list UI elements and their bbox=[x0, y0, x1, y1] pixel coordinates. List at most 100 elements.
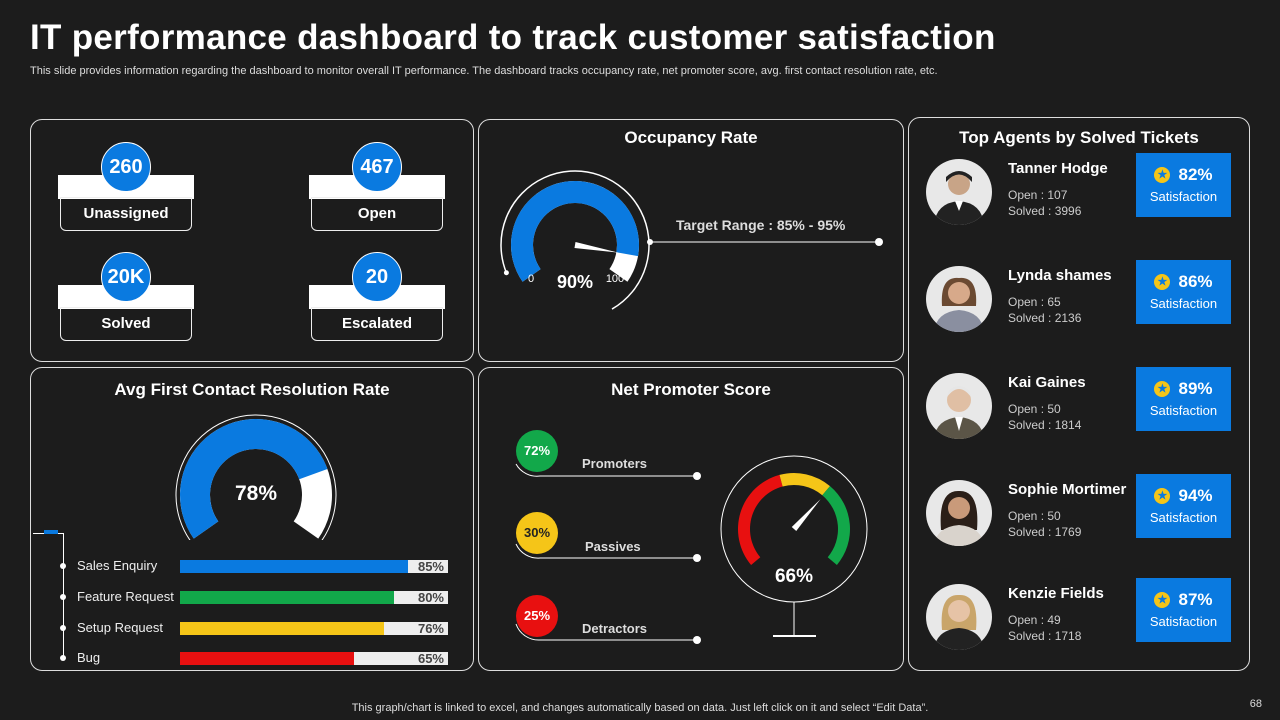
person-icon bbox=[934, 490, 984, 546]
agent-solved: Solved : 3996 bbox=[1008, 204, 1082, 218]
satisfaction-badge: ★ 86% Satisfaction bbox=[1136, 260, 1231, 324]
frc-title: Avg First Contact Resolution Rate bbox=[114, 380, 390, 399]
star-icon: ★ bbox=[1154, 274, 1171, 290]
satisfaction-pct: 82% bbox=[1178, 165, 1213, 184]
frc-bar-track: 76% bbox=[180, 621, 448, 636]
star-icon: ★ bbox=[1154, 381, 1171, 397]
frc-row-pct: 80% bbox=[417, 590, 444, 605]
nps-value: 66% bbox=[775, 566, 813, 587]
detractors-connector bbox=[515, 623, 697, 641]
avatar bbox=[926, 266, 992, 332]
nps-gauge: 66% bbox=[720, 455, 868, 637]
stat-escalated[interactable]: Escalated 20 bbox=[309, 252, 445, 341]
agent-card[interactable]: Lynda shames Open : 65 Solved : 2136 ★ 86… bbox=[926, 260, 1236, 336]
satisfaction-label: Satisfaction bbox=[1149, 403, 1218, 418]
agent-name: Lynda shames bbox=[1008, 267, 1112, 284]
agent-card[interactable]: Kai Gaines Open : 50 Solved : 1814 ★ 89% … bbox=[926, 367, 1236, 443]
satisfaction-pct: 89% bbox=[1178, 379, 1213, 398]
frc-row-bug: Bug 65% bbox=[77, 650, 449, 668]
passives-value: 30% bbox=[516, 512, 558, 554]
passives-label: Passives bbox=[585, 539, 641, 554]
frc-bar-fill bbox=[180, 560, 408, 573]
agent-solved: Solved : 1814 bbox=[1008, 418, 1082, 432]
satisfaction-badge: ★ 87% Satisfaction bbox=[1136, 578, 1231, 642]
agent-card[interactable]: Sophie Mortimer Open : 50 Solved : 1769 … bbox=[926, 474, 1236, 550]
occupancy-max-label: 100 bbox=[606, 273, 624, 285]
ticket-stats-panel bbox=[30, 119, 474, 362]
occupancy-gauge: 0 100 90% Target Range : 85% - 95% bbox=[500, 170, 883, 310]
avatar bbox=[926, 159, 992, 225]
nps-connectors bbox=[515, 463, 701, 644]
satisfaction-label: Satisfaction bbox=[1149, 510, 1218, 525]
agent-card[interactable]: Kenzie Fields Open : 49 Solved : 1718 ★ 8… bbox=[926, 578, 1236, 654]
satisfaction-label: Satisfaction bbox=[1149, 296, 1218, 311]
stat-unassigned[interactable]: Unassigned 260 bbox=[58, 142, 194, 231]
stat-label: Unassigned bbox=[60, 197, 192, 231]
agent-open: Open : 50 bbox=[1008, 509, 1061, 523]
frc-row-pct: 76% bbox=[417, 621, 444, 636]
person-icon bbox=[934, 171, 984, 225]
promoters-label: Promoters bbox=[582, 456, 648, 471]
agent-name: Kenzie Fields bbox=[1008, 585, 1104, 602]
occupancy-min-label: 0 bbox=[528, 273, 534, 285]
agent-name: Kai Gaines bbox=[1008, 374, 1086, 391]
promoters-connector-dot bbox=[693, 472, 701, 480]
passives-connector bbox=[515, 543, 697, 559]
person-icon bbox=[934, 386, 984, 439]
stat-label: Solved bbox=[60, 307, 192, 341]
frc-row-setup-request: Setup Request 76% bbox=[77, 620, 449, 638]
agent-solved: Solved : 2136 bbox=[1008, 311, 1082, 325]
frc-gauge: 78% bbox=[175, 414, 337, 540]
satisfaction-badge: ★ 94% Satisfaction bbox=[1136, 474, 1231, 538]
agent-card[interactable]: Tanner Hodge Open : 107 Solved : 3996 ★ 8… bbox=[926, 153, 1236, 229]
frc-row-sales-enquiry: Sales Enquiry 85% bbox=[77, 558, 449, 576]
stat-value: 20K bbox=[101, 252, 151, 302]
frc-row-label: Feature Request bbox=[77, 589, 174, 604]
occupancy-value: 90% bbox=[557, 272, 593, 292]
nps-title: Net Promoter Score bbox=[611, 380, 771, 399]
star-icon: ★ bbox=[1154, 592, 1171, 608]
satisfaction-pct-row: ★ 82% bbox=[1136, 165, 1231, 185]
stat-open[interactable]: Open 467 bbox=[309, 142, 445, 231]
frc-value: 78% bbox=[235, 482, 277, 505]
avatar bbox=[926, 373, 992, 439]
satisfaction-label: Satisfaction bbox=[1149, 614, 1218, 629]
satisfaction-badge: ★ 82% Satisfaction bbox=[1136, 153, 1231, 217]
frc-outer-ring bbox=[175, 414, 337, 540]
page-title: IT performance dashboard to track custom… bbox=[30, 18, 996, 57]
stat-label: Open bbox=[311, 197, 443, 231]
frc-row-pct: 85% bbox=[417, 559, 444, 574]
agents-title: Top Agents by Solved Tickets bbox=[959, 128, 1199, 147]
avatar bbox=[926, 584, 992, 650]
detractors-connector-dot bbox=[693, 636, 701, 644]
occupancy-title: Occupancy Rate bbox=[624, 128, 758, 147]
stat-value: 467 bbox=[352, 142, 402, 192]
star-icon: ★ bbox=[1154, 167, 1171, 183]
footer-note: This graph/chart is linked to excel, and… bbox=[351, 702, 929, 714]
satisfaction-pct: 87% bbox=[1178, 590, 1213, 609]
promoters-connector bbox=[515, 463, 697, 477]
frc-dot bbox=[60, 563, 66, 569]
satisfaction-pct-row: ★ 86% bbox=[1136, 272, 1231, 292]
frc-fill bbox=[180, 419, 328, 539]
stat-solved[interactable]: Solved 20K bbox=[58, 252, 194, 341]
person-icon bbox=[934, 277, 984, 332]
stat-value: 260 bbox=[101, 142, 151, 192]
target-line-end-dot bbox=[875, 238, 883, 246]
detractors-value: 25% bbox=[516, 595, 558, 637]
nps-band-red bbox=[738, 474, 783, 565]
passives-connector-dot bbox=[693, 554, 701, 562]
stat-value: 20 bbox=[352, 252, 402, 302]
satisfaction-pct-row: ★ 89% bbox=[1136, 379, 1231, 399]
frc-panel: Avg First Contact Resolution Rate bbox=[30, 367, 474, 671]
frc-bar-fill bbox=[180, 622, 384, 635]
occupancy-outer-ring bbox=[500, 170, 650, 310]
frc-bracket-marker bbox=[44, 530, 58, 534]
frc-dot bbox=[60, 625, 66, 631]
page-subtitle: This slide provides information regardin… bbox=[30, 65, 938, 77]
agent-open: Open : 65 bbox=[1008, 295, 1061, 309]
nps-needle bbox=[791, 499, 821, 531]
frc-dot bbox=[60, 594, 66, 600]
nps-band-green bbox=[822, 486, 850, 565]
agents-panel: Top Agents by Solved Tickets bbox=[908, 117, 1250, 671]
